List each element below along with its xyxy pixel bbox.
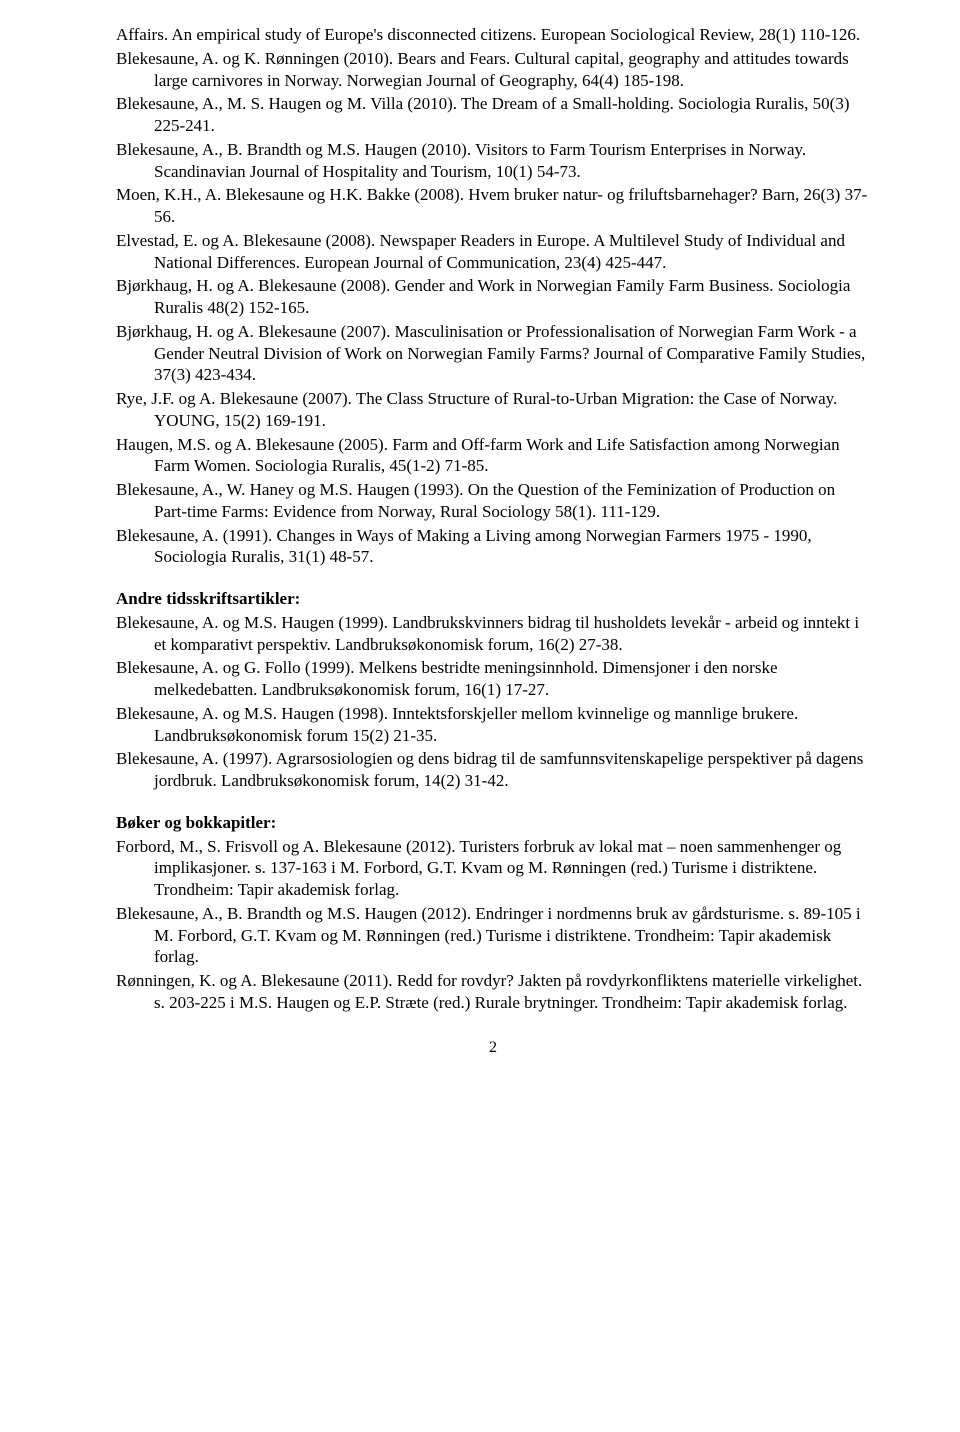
- journal-entry-8: Rye, J.F. og A. Blekesaune (2007). The C…: [116, 388, 870, 432]
- page-number: 2: [116, 1038, 870, 1058]
- journal-entry-4: Moen, K.H., A. Blekesaune og H.K. Bakke …: [116, 184, 870, 228]
- journal-entry-0: Affairs. An empirical study of Europe's …: [116, 24, 870, 46]
- other-article-entry-3: Blekesaune, A. (1997). Agrarsosiologien …: [116, 748, 870, 792]
- book-chapter-entry-2: Rønningen, K. og A. Blekesaune (2011). R…: [116, 970, 870, 1014]
- journal-entry-2: Blekesaune, A., M. S. Haugen og M. Villa…: [116, 93, 870, 137]
- journal-entry-9: Haugen, M.S. og A. Blekesaune (2005). Fa…: [116, 434, 870, 478]
- journal-entry-11: Blekesaune, A. (1991). Changes in Ways o…: [116, 525, 870, 569]
- journal-entry-5: Elvestad, E. og A. Blekesaune (2008). Ne…: [116, 230, 870, 274]
- other-article-entry-2: Blekesaune, A. og M.S. Haugen (1998). In…: [116, 703, 870, 747]
- other-article-entry-1: Blekesaune, A. og G. Follo (1999). Melke…: [116, 657, 870, 701]
- section-heading-books: Bøker og bokkapitler:: [116, 812, 870, 834]
- journal-entry-1: Blekesaune, A. og K. Rønningen (2010). B…: [116, 48, 870, 92]
- book-chapter-entry-0: Forbord, M., S. Frisvoll og A. Blekesaun…: [116, 836, 870, 901]
- journal-entry-10: Blekesaune, A., W. Haney og M.S. Haugen …: [116, 479, 870, 523]
- book-chapter-entry-1: Blekesaune, A., B. Brandth og M.S. Hauge…: [116, 903, 870, 968]
- section-heading-other-articles: Andre tidsskriftsartikler:: [116, 588, 870, 610]
- journal-entry-3: Blekesaune, A., B. Brandth og M.S. Hauge…: [116, 139, 870, 183]
- other-article-entry-0: Blekesaune, A. og M.S. Haugen (1999). La…: [116, 612, 870, 656]
- journal-entry-6: Bjørkhaug, H. og A. Blekesaune (2008). G…: [116, 275, 870, 319]
- journal-entry-7: Bjørkhaug, H. og A. Blekesaune (2007). M…: [116, 321, 870, 386]
